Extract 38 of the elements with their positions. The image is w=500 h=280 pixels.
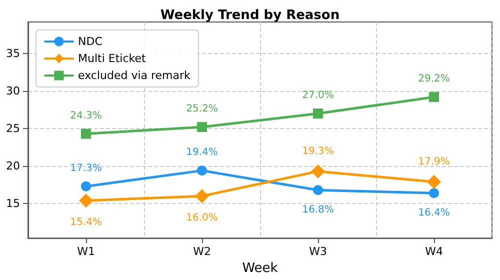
x-tick-label: W4 [425, 245, 443, 258]
data-label: 16.4% [418, 208, 450, 219]
data-label: 16.8% [302, 204, 334, 216]
point [427, 174, 441, 189]
data-label: 17.9% [418, 156, 450, 168]
data-label: 17.3% [70, 162, 102, 174]
data-label: 19.3% [302, 146, 334, 157]
legend-label: Multi Eticket [78, 52, 146, 65]
x-axis-title: Week [242, 261, 278, 276]
data-label: 29.2% [418, 74, 450, 85]
y-tick-label: 35 [6, 47, 20, 60]
point [197, 122, 207, 132]
point [313, 108, 323, 119]
point [313, 185, 323, 196]
point [429, 188, 439, 198]
x-tick-label: W2 [193, 245, 211, 258]
y-tick-label: 30 [6, 84, 20, 98]
x-tick-label: W3 [309, 245, 327, 258]
data-label: 15.4% [70, 217, 102, 228]
data-label: 27.0% [302, 90, 334, 102]
point [79, 194, 93, 208]
point [195, 189, 209, 204]
y-tick-label: 20 [6, 160, 20, 173]
data-label: 24.3% [70, 110, 102, 122]
y-tick-label: 25 [6, 122, 20, 136]
point [429, 92, 439, 102]
point [197, 166, 207, 176]
point [81, 128, 91, 139]
data-label: 16.0% [186, 212, 218, 224]
legend-label: NDC [78, 35, 103, 48]
x-tick-label: W1 [77, 245, 95, 258]
point [311, 164, 325, 178]
data-label: 25.2% [186, 104, 218, 115]
y-tick-label: 15 [6, 197, 20, 210]
data-label: 19.4% [186, 147, 218, 158]
chart-title: Weekly Trend by Reason [160, 8, 340, 23]
legend-label: excluded via remark [78, 69, 192, 82]
point [81, 181, 91, 192]
